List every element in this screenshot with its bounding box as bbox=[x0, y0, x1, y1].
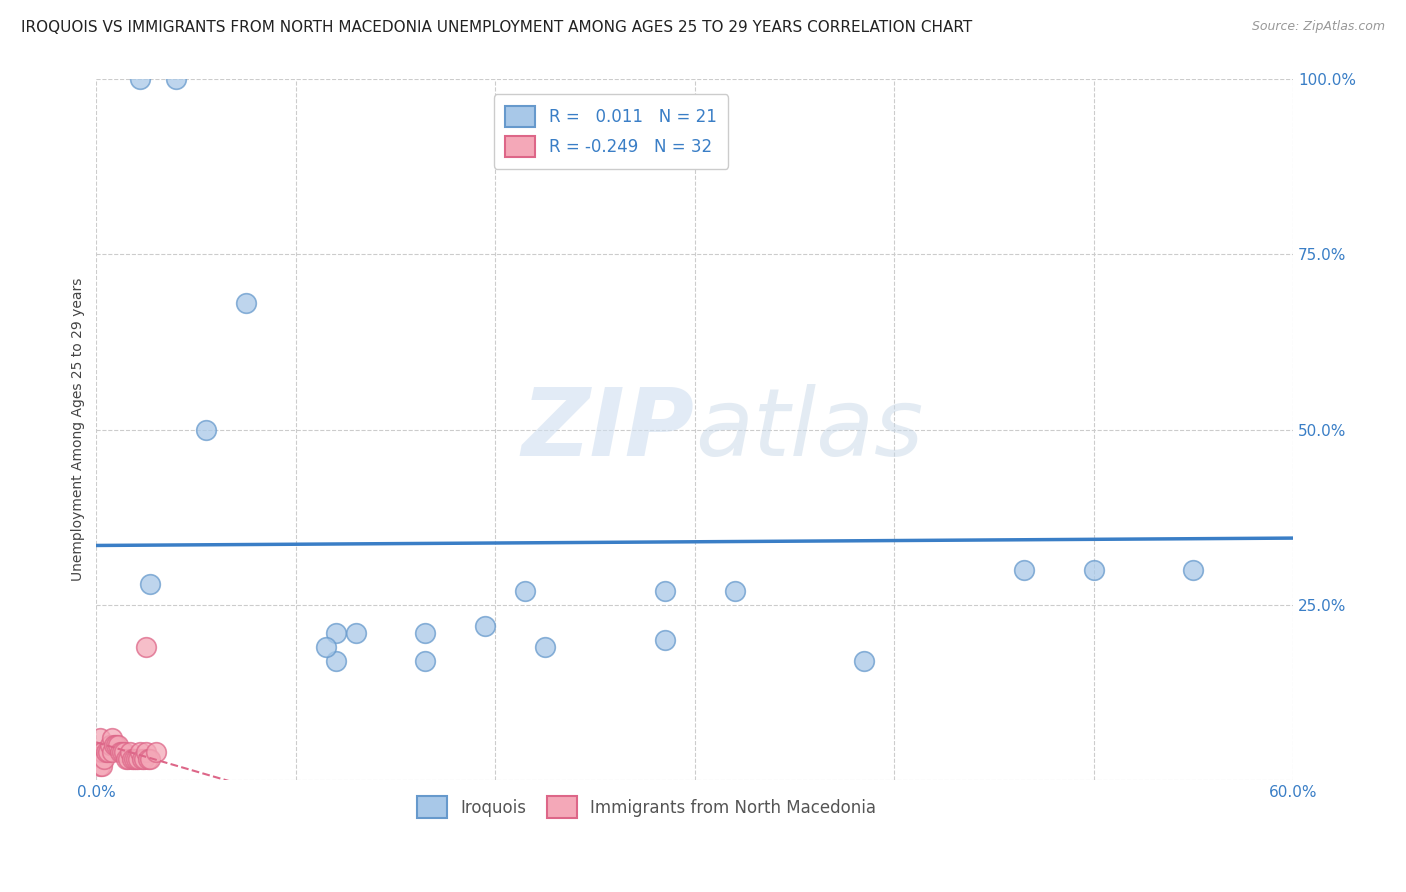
Point bbox=[103, 738, 125, 752]
Text: Source: ZipAtlas.com: Source: ZipAtlas.com bbox=[1251, 20, 1385, 33]
Point bbox=[91, 759, 114, 773]
Point bbox=[654, 583, 676, 598]
Point bbox=[115, 752, 138, 766]
Point bbox=[853, 654, 876, 668]
Point bbox=[112, 745, 135, 759]
Point bbox=[98, 738, 121, 752]
Text: ZIP: ZIP bbox=[522, 384, 695, 475]
Point bbox=[315, 640, 337, 654]
Point bbox=[415, 626, 437, 640]
Point bbox=[325, 626, 347, 640]
Point bbox=[235, 296, 257, 310]
Point bbox=[136, 752, 159, 766]
Point bbox=[1182, 563, 1205, 577]
Point bbox=[121, 752, 143, 766]
Point bbox=[89, 745, 111, 759]
Point bbox=[125, 752, 148, 766]
Legend: Iroquois, Immigrants from North Macedonia: Iroquois, Immigrants from North Macedoni… bbox=[411, 789, 883, 824]
Point bbox=[111, 745, 134, 759]
Point bbox=[129, 745, 152, 759]
Point bbox=[723, 583, 745, 598]
Point bbox=[534, 640, 557, 654]
Point bbox=[474, 619, 496, 633]
Point bbox=[97, 745, 120, 759]
Text: atlas: atlas bbox=[695, 384, 922, 475]
Point bbox=[127, 752, 149, 766]
Point bbox=[1012, 563, 1035, 577]
Point bbox=[129, 72, 152, 87]
Point bbox=[122, 752, 145, 766]
Text: IROQUOIS VS IMMIGRANTS FROM NORTH MACEDONIA UNEMPLOYMENT AMONG AGES 25 TO 29 YEA: IROQUOIS VS IMMIGRANTS FROM NORTH MACEDO… bbox=[21, 20, 973, 35]
Point bbox=[145, 745, 167, 759]
Point bbox=[415, 654, 437, 668]
Point bbox=[515, 583, 537, 598]
Point bbox=[117, 752, 139, 766]
Point bbox=[89, 759, 111, 773]
Point bbox=[107, 738, 129, 752]
Point bbox=[135, 745, 157, 759]
Point bbox=[101, 745, 124, 759]
Point bbox=[131, 752, 153, 766]
Point bbox=[139, 577, 162, 591]
Point bbox=[91, 745, 114, 759]
Point bbox=[165, 72, 187, 87]
Point bbox=[344, 626, 367, 640]
Point bbox=[110, 745, 132, 759]
Y-axis label: Unemployment Among Ages 25 to 29 years: Unemployment Among Ages 25 to 29 years bbox=[72, 278, 86, 582]
Point bbox=[139, 752, 162, 766]
Point bbox=[135, 640, 157, 654]
Point bbox=[105, 738, 128, 752]
Point bbox=[120, 745, 142, 759]
Point bbox=[93, 752, 115, 766]
Point bbox=[654, 633, 676, 648]
Point bbox=[1083, 563, 1105, 577]
Point bbox=[96, 745, 118, 759]
Point bbox=[101, 731, 124, 746]
Point bbox=[134, 752, 156, 766]
Point bbox=[325, 654, 347, 668]
Point bbox=[195, 423, 218, 437]
Point bbox=[89, 731, 111, 746]
